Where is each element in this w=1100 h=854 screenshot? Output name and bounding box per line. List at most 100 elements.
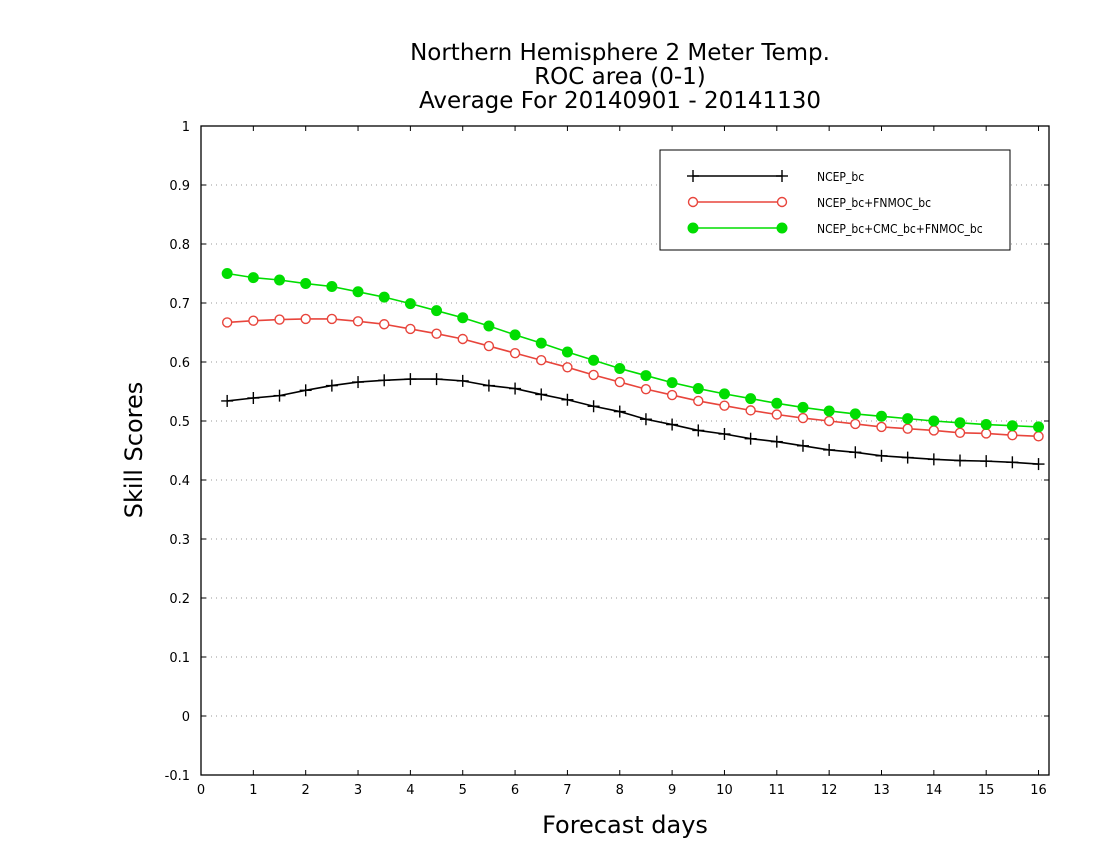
- x-tick-label: 15: [978, 783, 995, 798]
- data-point: [614, 376, 625, 388]
- legend-marker: [687, 222, 699, 234]
- data-point: [431, 328, 442, 339]
- data-point: [326, 313, 338, 325]
- x-tick-label: 16: [1030, 783, 1047, 798]
- x-tick-label: 0: [197, 783, 205, 798]
- data-point: [718, 427, 731, 440]
- data-point: [1033, 431, 1044, 442]
- data-point: [771, 397, 783, 409]
- data-point: [954, 454, 967, 467]
- data-point: [378, 291, 390, 303]
- data-point: [509, 382, 522, 395]
- y-tick-label: 0.4: [169, 474, 190, 489]
- data-point: [483, 320, 495, 332]
- data-point: [666, 389, 678, 401]
- data-point: [299, 384, 312, 397]
- data-point: [797, 412, 809, 424]
- data-point: [483, 340, 495, 352]
- data-point: [352, 376, 365, 389]
- data-point: [352, 316, 364, 327]
- data-point: [536, 355, 547, 366]
- data-point: [431, 305, 443, 317]
- x-tick-label: 2: [302, 783, 310, 798]
- legend-marker: [776, 196, 788, 208]
- x-axis-label: Forecast days: [542, 811, 708, 839]
- data-point: [482, 379, 495, 392]
- y-tick-label: 0.9: [169, 179, 190, 194]
- data-point: [614, 362, 626, 374]
- plot-frame: [200, 125, 1050, 776]
- data-point: [221, 394, 234, 407]
- data-point: [457, 333, 468, 345]
- x-tick-label: 4: [406, 783, 414, 798]
- data-point: [823, 443, 836, 456]
- y-tick-label: 0.1: [169, 651, 190, 666]
- x-tick-label: 12: [821, 783, 838, 798]
- data-point: [1033, 421, 1045, 433]
- data-point: [300, 278, 312, 290]
- x-tick-label: 5: [459, 783, 467, 798]
- data-point: [1006, 456, 1019, 469]
- data-point: [300, 313, 311, 325]
- x-tick-label: 1: [249, 783, 257, 798]
- data-point: [928, 425, 940, 436]
- y-tick-label: 0.2: [169, 592, 190, 607]
- data-point: [326, 280, 338, 292]
- data-point: [744, 432, 757, 445]
- data-point: [562, 362, 573, 373]
- data-point: [745, 393, 757, 405]
- data-point: [274, 314, 285, 325]
- y-tick-label: 0.6: [169, 356, 190, 371]
- legend-label: NCEP_bc+CMC_bc+FNMOC_bc: [817, 222, 983, 236]
- x-tick-label: 10: [716, 783, 733, 798]
- data-point: [613, 405, 626, 418]
- data-point: [379, 319, 390, 330]
- data-point: [221, 317, 233, 328]
- data-point: [404, 373, 417, 386]
- y-tick-label: 0: [182, 710, 190, 725]
- data-point: [980, 455, 993, 468]
- x-tick-label: 9: [668, 783, 676, 798]
- data-point: [405, 323, 416, 335]
- legend-marker: [776, 222, 788, 234]
- data-point: [404, 298, 416, 310]
- data-point: [849, 408, 861, 420]
- x-tick-label: 6: [511, 783, 519, 798]
- y-tick-label: -0.1: [165, 769, 190, 784]
- data-point: [1032, 458, 1045, 471]
- data-point: [640, 383, 652, 395]
- data-point: [535, 388, 548, 401]
- data-point: [745, 405, 756, 416]
- y-tick-label: 0.7: [169, 297, 190, 312]
- data-point: [535, 337, 547, 349]
- y-tick-label: 0.3: [169, 533, 190, 548]
- data-point: [561, 346, 573, 358]
- x-tick-label: 14: [926, 783, 943, 798]
- data-point: [770, 435, 783, 448]
- y-tick-label: 0.8: [169, 238, 190, 253]
- data-point: [875, 410, 887, 422]
- legend-marker: [776, 170, 788, 182]
- x-tick-label: 8: [616, 783, 624, 798]
- data-point: [587, 400, 600, 413]
- x-tick-label: 3: [354, 783, 362, 798]
- data-point: [430, 373, 443, 386]
- data-point: [719, 400, 730, 411]
- chart-title-line: Northern Hemisphere 2 Meter Temp.: [410, 40, 830, 66]
- data-point: [823, 405, 835, 417]
- data-point: [666, 418, 679, 431]
- data-point: [954, 427, 966, 438]
- series-line-0: [227, 378, 1039, 465]
- data-point: [849, 446, 862, 459]
- data-point: [248, 315, 259, 326]
- data-point: [980, 419, 992, 431]
- data-point: [771, 409, 783, 420]
- data-point: [640, 370, 652, 382]
- data-point: [325, 379, 338, 392]
- legend-box: [659, 149, 1011, 251]
- y-tick-label: 0.5: [169, 415, 190, 430]
- chart-title-line: ROC area (0-1): [534, 64, 706, 90]
- data-point: [457, 312, 469, 324]
- x-tick-label: 7: [563, 783, 571, 798]
